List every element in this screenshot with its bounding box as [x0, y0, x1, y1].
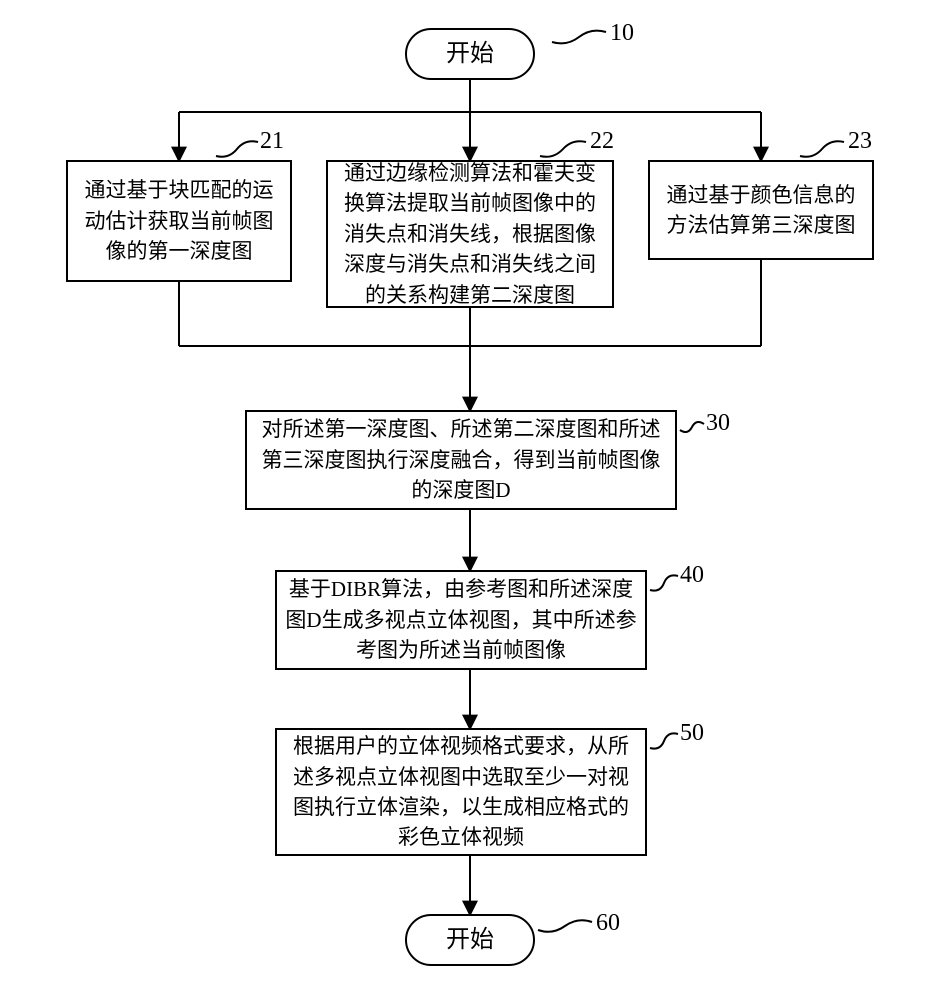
process-text-22: 通过边缘检测算法和霍夫变换算法提取当前帧图像中的消失点和消失线，根据图像深度与消…	[336, 158, 604, 310]
ref-label-10: 10	[610, 20, 634, 47]
end-terminator: 开始	[405, 914, 535, 966]
process-box-22: 通过边缘检测算法和霍夫变换算法提取当前帧图像中的消失点和消失线，根据图像深度与消…	[326, 160, 614, 308]
ref-label-22: 22	[590, 128, 614, 155]
start-label: 开始	[446, 37, 494, 72]
process-text-50: 根据用户的立体视频格式要求，从所述多视点立体视图中选取至少一对视图执行立体渲染，…	[285, 731, 637, 853]
flowchart-stage: 开始 开始 通过基于块匹配的运动估计获取当前帧图像的第一深度图 通过边缘检测算法…	[0, 0, 952, 1000]
process-box-30: 对所述第一深度图、所述第二深度图和所述第三深度图执行深度融合，得到当前帧图像的深…	[245, 410, 677, 510]
ref-label-21: 21	[260, 128, 284, 155]
start-terminator: 开始	[405, 28, 535, 80]
process-box-21: 通过基于块匹配的运动估计获取当前帧图像的第一深度图	[66, 160, 292, 282]
ref-label-40: 40	[680, 562, 704, 589]
ref-label-30: 30	[706, 410, 730, 437]
process-text-21: 通过基于块匹配的运动估计获取当前帧图像的第一深度图	[76, 175, 282, 266]
process-text-40: 基于DIBR算法，由参考图和所述深度图D生成多视点立体视图，其中所述参考图为所述…	[285, 574, 637, 665]
ref-label-23: 23	[848, 128, 872, 155]
process-text-30: 对所述第一深度图、所述第二深度图和所述第三深度图执行深度融合，得到当前帧图像的深…	[255, 414, 667, 505]
process-box-40: 基于DIBR算法，由参考图和所述深度图D生成多视点立体视图，其中所述参考图为所述…	[275, 570, 647, 670]
process-box-50: 根据用户的立体视频格式要求，从所述多视点立体视图中选取至少一对视图执行立体渲染，…	[275, 728, 647, 856]
process-text-23: 通过基于颜色信息的方法估算第三深度图	[658, 180, 864, 241]
ref-label-60: 60	[596, 910, 620, 937]
process-box-23: 通过基于颜色信息的方法估算第三深度图	[648, 160, 874, 260]
ref-label-50: 50	[680, 720, 704, 747]
end-label: 开始	[446, 923, 494, 958]
